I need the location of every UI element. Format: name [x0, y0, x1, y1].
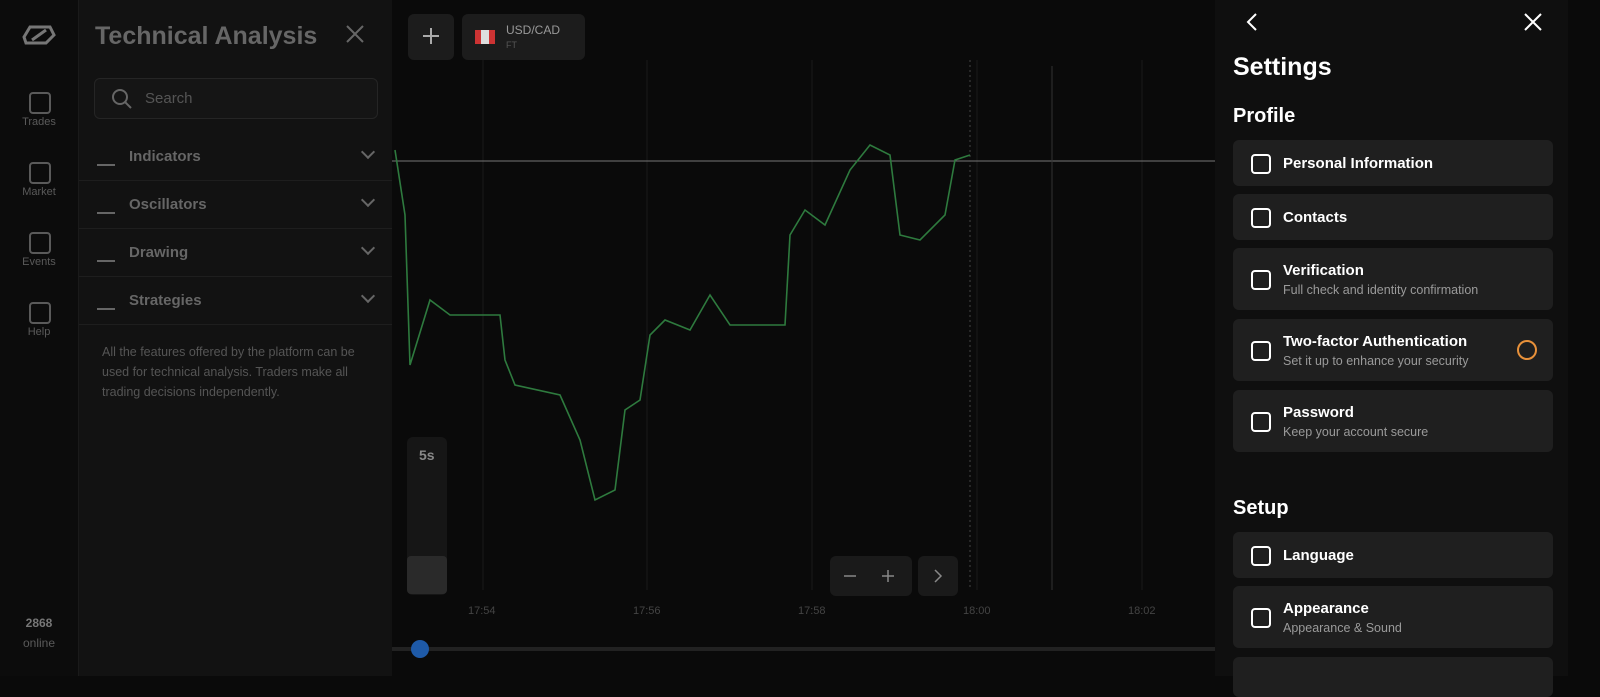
nav-icon	[29, 302, 51, 324]
item-subtitle: Set it up to enhance your security	[1283, 354, 1469, 368]
online-label: online	[22, 636, 56, 650]
time-label: 17:56	[633, 605, 661, 617]
back-button[interactable]	[1243, 12, 1263, 32]
item-icon	[1251, 546, 1271, 566]
group-title: Profile	[1233, 105, 1296, 127]
group-title: Setup	[1233, 497, 1289, 519]
chevron	[360, 240, 376, 256]
nav-icon	[29, 232, 51, 254]
nav-label[interactable]: Trades	[22, 116, 56, 128]
chevron	[360, 144, 376, 160]
timeframe[interactable]: 5s	[419, 447, 435, 463]
item-icon	[1251, 608, 1271, 628]
item-subtitle: Appearance & Sound	[1283, 621, 1402, 635]
settings-item[interactable]	[1233, 657, 1553, 697]
section-label: Indicators	[129, 148, 201, 165]
item-title: Verification	[1283, 262, 1364, 279]
chevron	[360, 192, 376, 208]
item-icon	[1251, 154, 1271, 174]
section-row[interactable]: Drawing	[79, 229, 392, 277]
settings-item[interactable]: Password Keep your account secure	[1233, 390, 1553, 452]
item-title: Appearance	[1283, 600, 1369, 617]
settings-item[interactable]: Personal Information	[1233, 140, 1553, 186]
nav-icon	[29, 92, 51, 114]
item-title: Contacts	[1283, 209, 1348, 226]
price-chart	[392, 14, 1215, 658]
item-icon	[1251, 341, 1271, 361]
item-subtitle: Keep your account secure	[1283, 425, 1429, 439]
time-label: 17:54	[468, 605, 496, 617]
settings-item[interactable]: Appearance Appearance & Sound	[1233, 586, 1553, 648]
section-icon	[97, 242, 115, 262]
settings-title: Settings	[1233, 53, 1332, 81]
nav-icon	[29, 162, 51, 184]
settings-item[interactable]: Contacts	[1233, 194, 1553, 240]
section-label: Oscillators	[129, 196, 207, 213]
settings-panel: Settings Profile Personal Information Conta…	[1215, 0, 1568, 697]
item-icon	[1251, 412, 1271, 432]
item-title: Two-factor Authentication	[1283, 333, 1468, 350]
section-row[interactable]: Oscillators	[79, 181, 392, 229]
time-label: 18:02	[1128, 605, 1156, 617]
nav-label[interactable]: Help	[27, 326, 51, 338]
time-label: 18:00	[963, 605, 991, 617]
asset-name[interactable]: USD/CAD	[506, 23, 561, 37]
section-label: Strategies	[129, 292, 202, 309]
item-title: Language	[1283, 547, 1354, 564]
close-icon[interactable]	[345, 20, 365, 44]
online-count: 2868	[25, 616, 53, 630]
section-row[interactable]: Indicators	[79, 133, 392, 181]
warning-icon	[1517, 340, 1537, 360]
disclaimer: All the features offered by the platform…	[102, 345, 355, 399]
section-icon	[97, 194, 115, 214]
search-box[interactable]: Search	[94, 78, 378, 119]
chevron	[360, 288, 376, 304]
analysis-panel: Technical Analysis Search Indicators Oscill…	[79, 0, 392, 676]
close-button[interactable]	[1523, 12, 1543, 32]
nav-label[interactable]: Events	[22, 256, 56, 268]
price-steps	[394, 143, 971, 502]
item-title: Personal Information	[1283, 155, 1434, 172]
search-placeholder: Search	[145, 90, 193, 107]
panel-title: Technical Analysis	[95, 22, 318, 50]
left-rail: Trades Market Events Help 2868 online	[0, 0, 79, 676]
section-icon	[97, 290, 115, 310]
settings-item[interactable]: Verification Full check and identity conf…	[1233, 248, 1553, 310]
item-title: Password	[1283, 404, 1354, 421]
item-icon	[1251, 270, 1271, 290]
nav-label[interactable]: Market	[22, 186, 56, 198]
item-subtitle: Full check and identity confirmation	[1283, 283, 1479, 297]
asset-type: FT	[506, 40, 517, 50]
section-label: Drawing	[129, 244, 189, 261]
settings-item[interactable]: Language	[1233, 532, 1553, 578]
settings-item[interactable]: Two-factor Authentication Set it up to en…	[1233, 319, 1553, 381]
logo	[22, 25, 56, 45]
section-row[interactable]: Strategies	[79, 277, 392, 325]
section-icon	[97, 146, 115, 166]
item-icon	[1251, 208, 1271, 228]
time-label: 17:58	[798, 605, 826, 617]
